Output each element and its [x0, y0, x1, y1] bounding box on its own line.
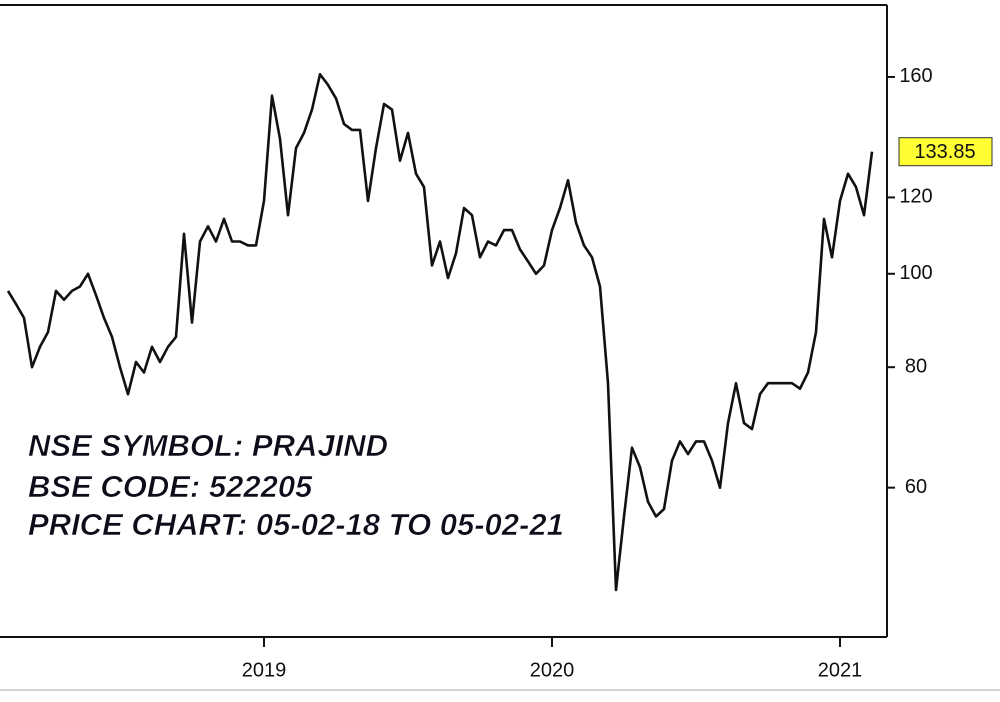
- x-tick-label: 2020: [530, 659, 575, 681]
- annotation: PRICE CHART: 05-02-18 TO 05-02-21: [28, 507, 564, 542]
- y-tick-label: 100: [899, 262, 932, 284]
- y-tick-label: 160: [899, 65, 932, 87]
- y-tick-label: 60: [905, 476, 927, 498]
- x-tick-label: 2019: [242, 659, 287, 681]
- last-price-label: 133.85: [914, 141, 975, 163]
- price-line: [6, 73, 874, 592]
- y-tick-label: 80: [905, 355, 927, 377]
- x-tick-label: 2021: [818, 659, 863, 681]
- y-tick-label: 120: [899, 186, 932, 208]
- annotation: NSE SYMBOL: PRAJIND: [28, 428, 388, 463]
- last-price-box: [898, 137, 993, 167]
- annotation: BSE CODE: 522205: [28, 469, 313, 504]
